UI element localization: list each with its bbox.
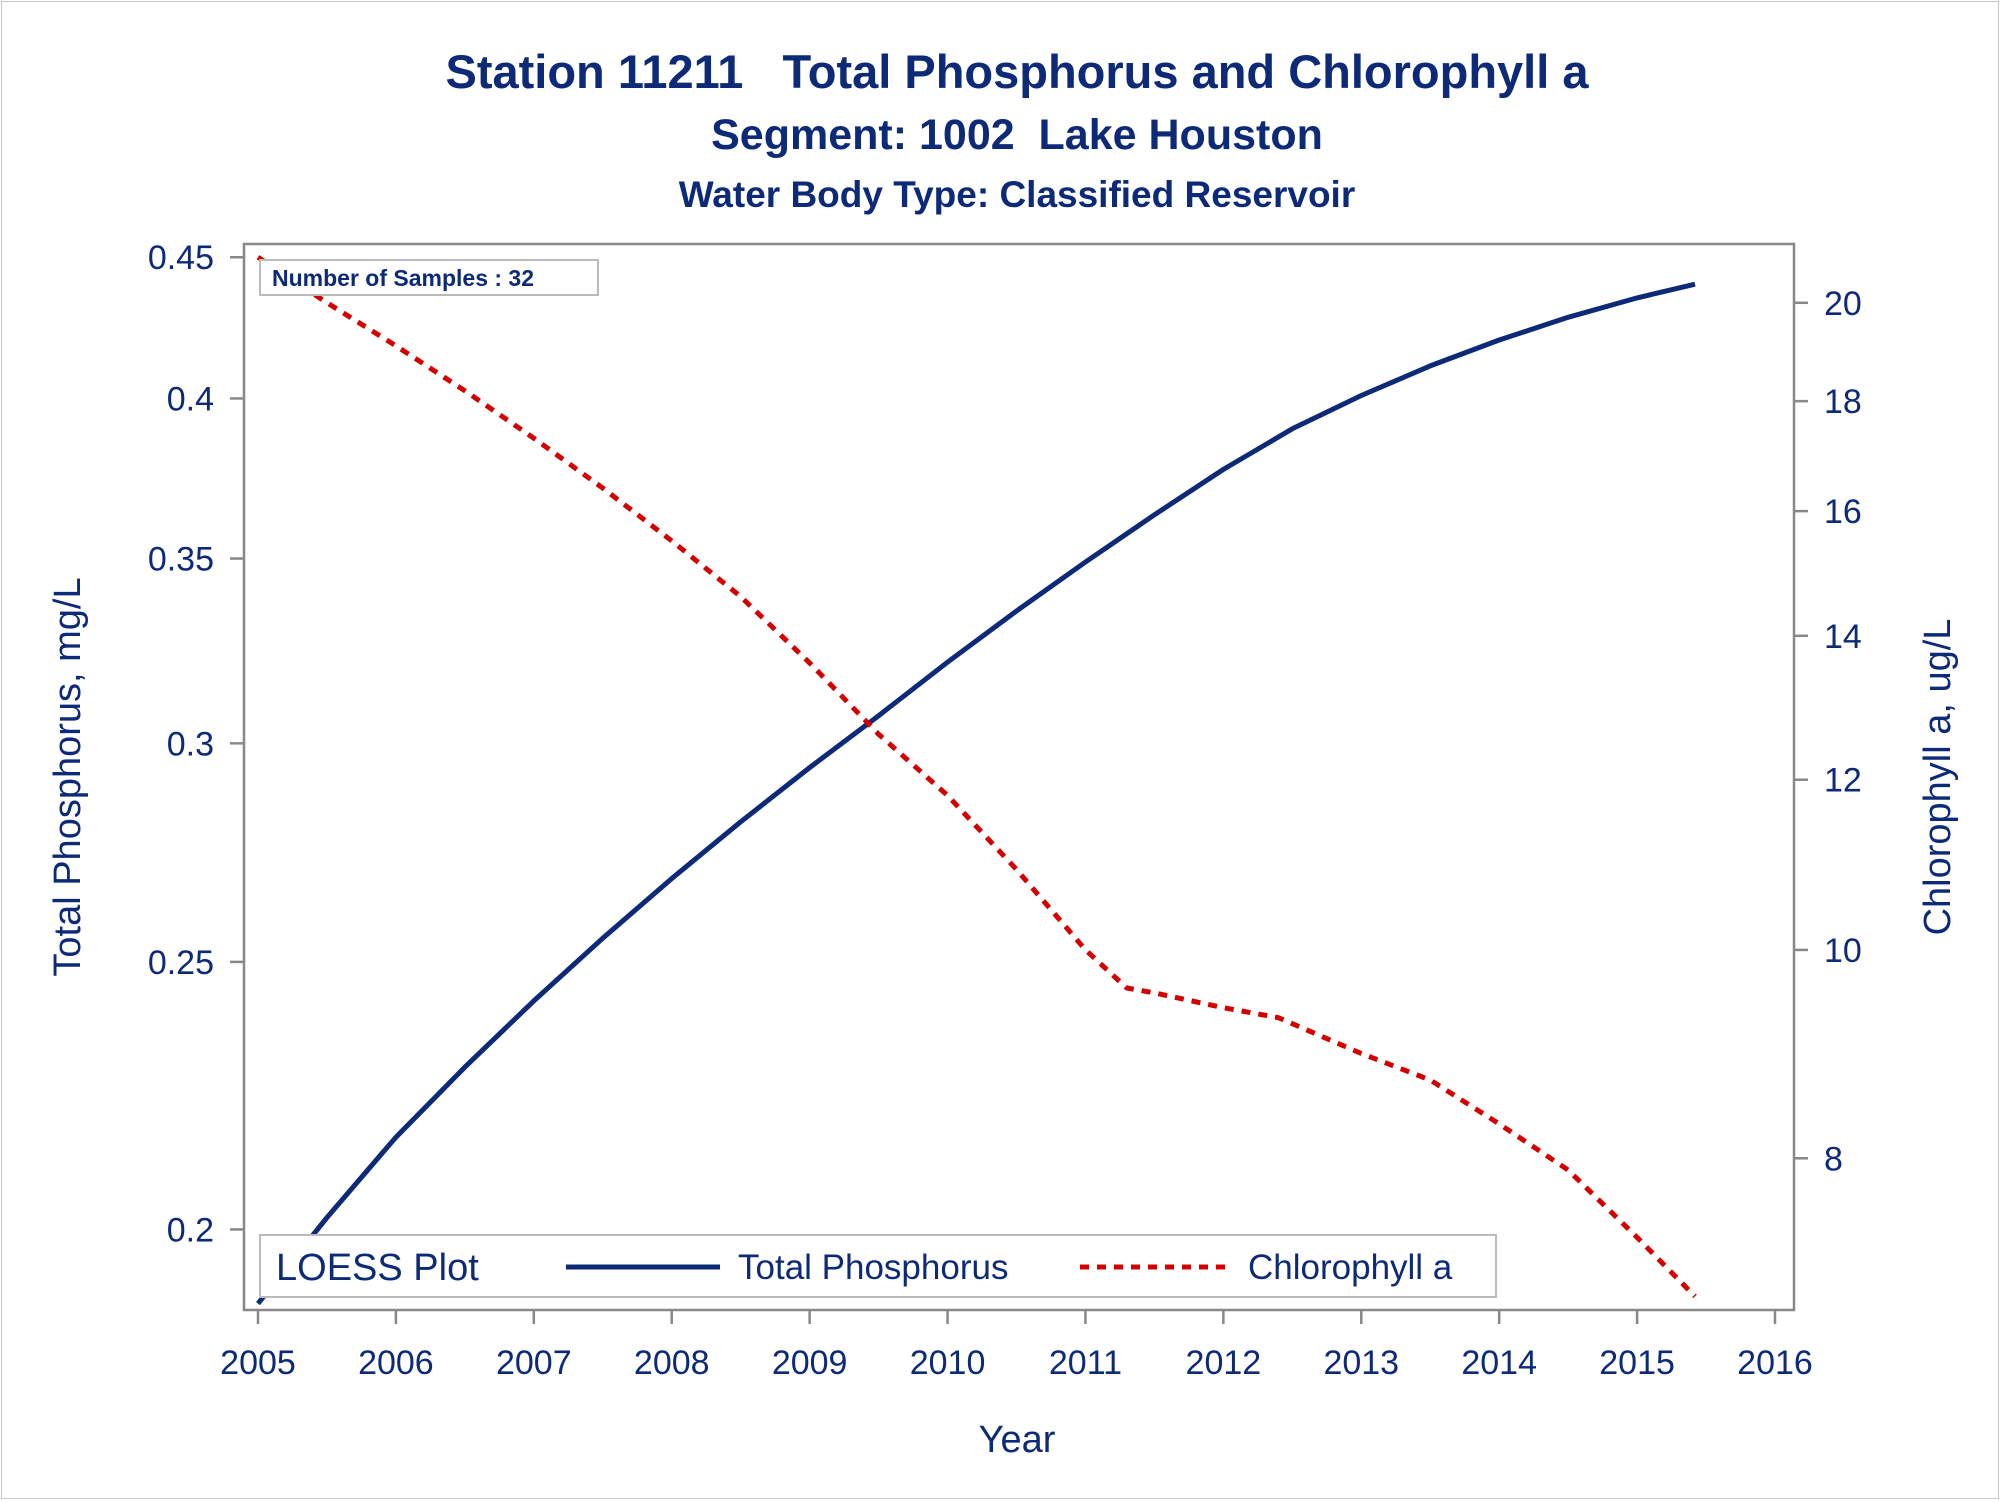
y2-tick-label: 18 <box>1824 383 1862 421</box>
y-tick-label: 0.3 <box>167 725 214 763</box>
series-line-chlorophyll-a <box>256 255 1697 1299</box>
x-tick-label: 2011 <box>1049 1344 1122 1382</box>
legend-box <box>259 1234 1497 1298</box>
chart-subtitle-2: Water Body Type: Classified Reservoir <box>679 174 1355 215</box>
x-tick-label: 2012 <box>1186 1344 1262 1382</box>
y2-tick-label: 20 <box>1824 285 1862 323</box>
y-tick-label: 0.4 <box>167 380 214 418</box>
y-tick-label: 0.25 <box>148 944 214 982</box>
chart-subtitle: Segment: 1002 Lake Houston <box>711 111 1323 159</box>
x-tick-label: 2016 <box>1737 1344 1813 1382</box>
legend: LOESS Plot Total Phosphorus Chlorophyll … <box>259 1234 1497 1298</box>
x-tick-label: 2006 <box>358 1344 434 1382</box>
y2-tick-label: 8 <box>1824 1140 1843 1178</box>
axis-ticks-group: 2005 2006 2007 2008 2009 2010 2011 2012 2013 2014… <box>148 239 1862 1382</box>
chart-title: Station 11211 Total Phosphorus and Chlor… <box>446 45 1590 98</box>
y2-tick-label: 10 <box>1824 932 1862 970</box>
x-axis-label: Year <box>979 1419 1056 1461</box>
sample-count-box <box>259 259 599 296</box>
y-tick-label: 0.2 <box>167 1211 214 1249</box>
x-tick-label: 2009 <box>772 1344 848 1382</box>
x-tick-label: 2005 <box>220 1344 296 1382</box>
y2-tick-label: 16 <box>1824 493 1862 531</box>
x-tick-label: 2014 <box>1461 1344 1537 1382</box>
y-tick-label: 0.45 <box>148 239 214 277</box>
y-axis-label: Total Phosphorus, mg/L <box>47 577 89 976</box>
x-tick-label: 2013 <box>1323 1344 1399 1382</box>
legend-label-chlorophyll-a: Chlorophyll a <box>1248 1248 1453 1287</box>
x-tick-label: 2007 <box>496 1344 572 1382</box>
plot-area-border <box>242 242 1796 1312</box>
series-line-total-phosphorus <box>256 281 1696 1306</box>
x-tick-label: 2008 <box>634 1344 710 1382</box>
series-lines-group <box>256 255 1697 1306</box>
y2-tick-label: 12 <box>1824 762 1862 800</box>
legend-title: LOESS Plot <box>276 1247 479 1289</box>
sample-count-inset: Number of Samples : 32 <box>259 259 599 296</box>
legend-label-total-phosphorus: Total Phosphorus <box>738 1248 1008 1287</box>
x-tick-label: 2015 <box>1599 1344 1675 1382</box>
sample-count-text: Number of Samples : 32 <box>272 265 534 291</box>
y2-tick-label: 14 <box>1824 618 1862 656</box>
y2-axis-label: Chlorophyll a, ug/L <box>1917 619 1959 936</box>
y-tick-label: 0.35 <box>148 541 214 579</box>
x-tick-label: 2010 <box>910 1344 986 1382</box>
